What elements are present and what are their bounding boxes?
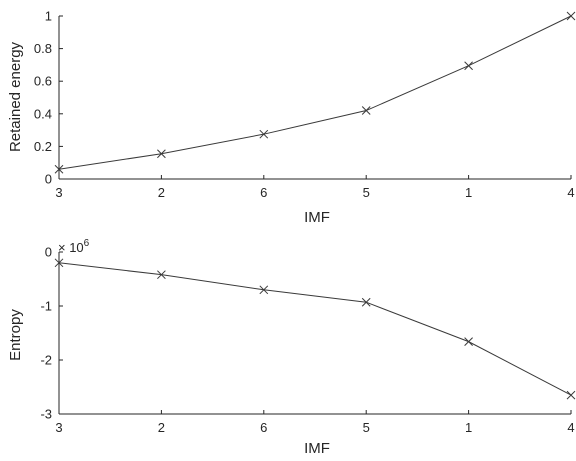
y-tick-label: 0 [45, 172, 52, 187]
x-tick-label: 4 [567, 420, 574, 435]
x-tick-label: 6 [260, 420, 267, 435]
y-tick-label: -2 [40, 353, 52, 368]
x-axis-label: IMF [304, 440, 330, 457]
y-axis-label: Entropy [7, 309, 24, 361]
data-point [566, 390, 576, 400]
data-point [54, 164, 64, 174]
data-point [361, 106, 371, 115]
y-tick-label: 0 [45, 245, 52, 260]
y-tick-label: 0.2 [34, 139, 52, 154]
data-point [157, 149, 166, 159]
axes: 3 2 6 5 1 4 0 0.2 0.4 0.6 0.8 1 [34, 9, 575, 201]
multiplier-base: × 10 [58, 240, 84, 255]
y-tick-label: -3 [40, 407, 52, 422]
x-tick-label: 6 [260, 185, 267, 200]
x-axis-label: IMF [304, 209, 330, 226]
series-marks [54, 258, 576, 400]
data-point [361, 297, 371, 307]
axes: 3 2 6 5 1 4 0 -1 -2 -3 [40, 245, 574, 436]
data-point [54, 258, 64, 268]
data-point [464, 337, 473, 346]
data-point [464, 61, 473, 71]
x-tick-label: 1 [465, 185, 472, 200]
x-tick-label: 5 [363, 185, 370, 200]
series-line [58, 262, 572, 396]
series-marks [54, 11, 576, 174]
y-axis-multiplier: × 106 [58, 238, 90, 255]
x-tick-label: 3 [55, 420, 62, 435]
y-tick-label: 0.4 [34, 106, 52, 121]
y-tick-label: 1 [45, 9, 52, 24]
y-tick-label: 0.6 [34, 74, 52, 89]
y-axis-label: Retained energy [7, 41, 24, 152]
data-point [259, 285, 269, 295]
data-point [157, 270, 166, 280]
x-tick-label: 2 [158, 185, 165, 200]
chart-entropy: 3 2 6 5 1 40-1-2-3 IMF Entropy × 106 [7, 238, 576, 457]
x-tick-label: 5 [363, 420, 370, 435]
data-point [566, 11, 576, 21]
x-tick-label: 2 [158, 420, 165, 435]
x-tick-label: 1 [465, 420, 472, 435]
multiplier-exponent: 6 [84, 238, 90, 249]
data-point [259, 129, 269, 139]
chart-retained-energy: 3 2 6 5 1 4 0 0.2 0.4 0.6 0.8 1 IMF Retained energy [7, 9, 576, 226]
y-tick-label: 0.8 [34, 41, 52, 56]
x-tick-label: 3 [55, 185, 62, 200]
x-tick-label: 4 [567, 185, 574, 200]
series-line [58, 15, 572, 170]
y-tick-label: -1 [40, 299, 52, 314]
